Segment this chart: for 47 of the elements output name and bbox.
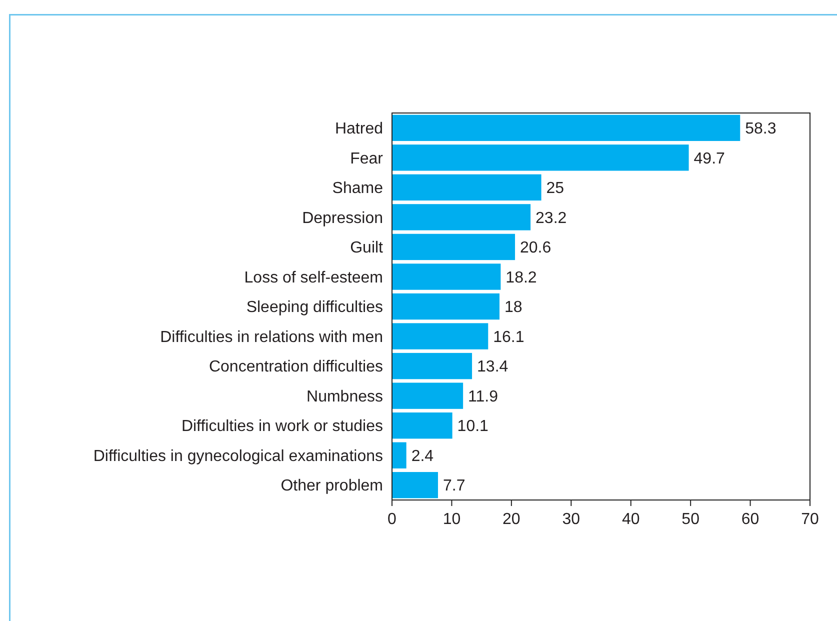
data-label: 13.4 <box>477 358 508 376</box>
data-label: 18.2 <box>506 269 537 286</box>
y-tick-label: Difficulties in relations with men <box>160 328 383 346</box>
x-tick-label: 10 <box>442 511 461 528</box>
data-label: 23.2 <box>536 210 567 227</box>
x-tick-label: 20 <box>502 511 520 528</box>
x-tick-label: 70 <box>801 511 819 528</box>
y-tick-label: Sleeping difficulties <box>246 299 383 316</box>
x-tick-label: 40 <box>622 511 640 528</box>
data-label: 25 <box>546 180 564 198</box>
bar <box>392 144 689 171</box>
data-label: 16.1 <box>493 328 524 346</box>
y-tick-label: Guilt <box>350 240 384 257</box>
bar <box>392 264 501 290</box>
y-tick-label: Concentration difficulties <box>208 358 383 376</box>
bar <box>392 412 452 439</box>
y-tick-label: Difficulties in gynecological examinations <box>93 448 383 465</box>
bar <box>392 472 438 498</box>
bar <box>392 234 516 260</box>
data-label: 10.1 <box>457 418 489 436</box>
bar <box>392 174 542 201</box>
bar <box>392 114 740 141</box>
x-tick-label: 50 <box>682 511 700 528</box>
y-tick-label: Fear <box>350 150 384 168</box>
data-label: 7.7 <box>442 478 466 495</box>
bar <box>392 204 531 230</box>
x-tick-label: 30 <box>562 511 580 528</box>
data-label: 2.4 <box>411 448 434 465</box>
y-tick-label: Other problem <box>280 478 383 495</box>
data-label: 49.7 <box>694 150 726 168</box>
data-label: 11.9 <box>468 388 498 406</box>
y-tick-label: Shame <box>332 180 384 198</box>
y-tick-label: Depression <box>302 210 383 227</box>
bar <box>392 293 500 320</box>
x-tick-label: 60 <box>741 511 760 528</box>
x-tick-label: 0 <box>388 511 397 528</box>
bar <box>392 323 488 350</box>
y-tick-label: Hatred <box>334 120 383 138</box>
bar <box>392 382 464 409</box>
bar <box>392 352 472 380</box>
data-label: 20.6 <box>520 240 552 257</box>
y-tick-label: Numbness <box>306 388 383 406</box>
bar <box>392 442 406 468</box>
y-tick-label: Difficulties in work or studies <box>181 418 383 436</box>
data-label: 58.3 <box>745 120 776 138</box>
y-tick-label: Loss of self-esteem <box>244 269 383 286</box>
data-label: 18 <box>504 299 522 316</box>
